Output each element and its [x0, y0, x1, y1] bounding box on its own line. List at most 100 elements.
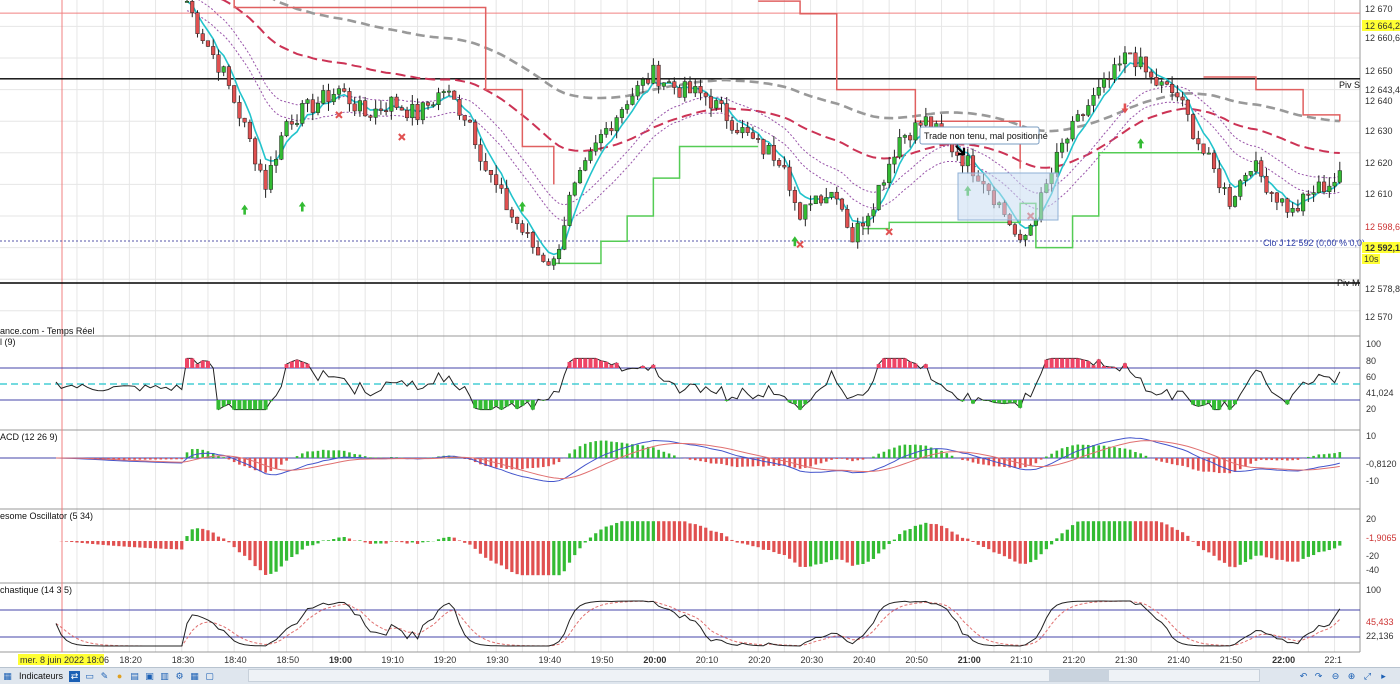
timer-badge-bg: [1362, 254, 1380, 264]
piv-m-label: Piv M: [1337, 278, 1360, 288]
exit-cross-icon: [335, 111, 343, 119]
time-tick-label: 20:00: [643, 655, 666, 665]
ao-tick: 20: [1366, 514, 1376, 524]
candle: [771, 145, 776, 161]
next-icon[interactable]: ▸: [1381, 670, 1386, 681]
redo-icon[interactable]: ↷: [1314, 670, 1323, 681]
lock-icon[interactable]: ▢: [205, 670, 214, 681]
candle: [284, 121, 289, 137]
ao-axis: 20 -1,9065 -20 -40: [1366, 514, 1397, 575]
chart-canvas[interactable]: Trade non tenu, mal positionné ance.com …: [0, 0, 1400, 667]
save-icon[interactable]: ▣: [145, 670, 154, 681]
trailing-stop-red: [758, 0, 1021, 169]
candle: [1243, 175, 1248, 181]
undo-icon[interactable]: ↶: [1299, 670, 1308, 681]
candle: [1227, 187, 1232, 207]
trailing-stop-green: [553, 145, 759, 265]
candle: [1201, 143, 1206, 154]
price-axis[interactable]: 12 670 12 664,2 12 660,6 12 650 12 643,4…: [1362, 4, 1400, 322]
candle: [310, 99, 315, 113]
trade-annotation[interactable]: Trade non tenu, mal positionné: [919, 126, 1059, 221]
candle: [1248, 171, 1253, 176]
candle: [1222, 187, 1227, 189]
chat-icon[interactable]: ▭: [85, 670, 94, 681]
candle: [593, 142, 598, 152]
candle: [1023, 234, 1028, 241]
candle: [1206, 152, 1211, 155]
candle: [368, 115, 373, 118]
rsi-tick: 100: [1366, 339, 1381, 349]
candle: [1327, 185, 1332, 193]
candle: [871, 209, 876, 217]
settings-icon[interactable]: ⚙: [175, 670, 184, 681]
candle: [1086, 105, 1091, 116]
candle: [415, 104, 420, 121]
candle: [808, 203, 813, 206]
candlestick-series[interactable]: [184, 0, 1342, 270]
candle: [352, 103, 357, 112]
candle: [1070, 120, 1075, 140]
candle: [798, 202, 803, 220]
time-tick-label: 21:10: [1010, 655, 1033, 665]
zoom-in-icon[interactable]: ⊕: [1347, 670, 1356, 681]
time-tick-label: 20:50: [905, 655, 928, 665]
candle: [1060, 142, 1065, 153]
candle: [965, 155, 970, 167]
candle: [583, 160, 588, 171]
candle: [630, 95, 635, 105]
grid-icon[interactable]: ▦: [190, 670, 199, 681]
candle: [221, 66, 226, 73]
candle: [829, 191, 834, 198]
drawing-icon[interactable]: ✎: [100, 670, 109, 681]
candle: [913, 122, 918, 141]
price-tick: 12 650: [1365, 66, 1393, 76]
ma-grey-dashed: [272, 0, 1340, 133]
price-tick: 12 578,8: [1365, 284, 1400, 294]
stoch-label: chastique (14 3 5): [0, 585, 72, 595]
time-axis[interactable]: mer. 8 juin 2022 18:06 18:20 18:30 18:40 18…: [18, 654, 1342, 665]
candle: [1306, 193, 1311, 196]
candle: [687, 81, 693, 94]
time-scrollbar[interactable]: [248, 669, 1260, 682]
candle: [1211, 152, 1217, 169]
time-tick-label: 18:50: [277, 655, 300, 665]
candle: [389, 96, 394, 112]
candle: [200, 33, 205, 41]
fit-icon[interactable]: ⤢: [1363, 670, 1372, 681]
candle: [1091, 94, 1096, 106]
candle: [1065, 138, 1070, 144]
buy-arrow-icon: [518, 201, 526, 212]
scrollbar-thumb[interactable]: [1049, 670, 1109, 681]
candle: [818, 195, 824, 204]
indicators-button[interactable]: Indicateurs: [15, 669, 67, 683]
calendar-icon[interactable]: ▦: [3, 670, 12, 681]
candle: [211, 46, 216, 55]
ao-tick: -20: [1366, 551, 1379, 561]
candle: [918, 122, 923, 126]
candle: [625, 104, 630, 110]
color-icon[interactable]: ●: [116, 671, 123, 681]
sell-arrow-icon: [1121, 103, 1129, 114]
candle: [1028, 225, 1033, 236]
candle: [331, 94, 336, 103]
time-tick-label: 20:10: [696, 655, 719, 665]
share-icon[interactable]: ⇄: [69, 670, 81, 682]
candle: [541, 254, 546, 262]
layers-icon[interactable]: ▤: [130, 670, 139, 681]
candle: [315, 103, 321, 113]
candle: [787, 166, 792, 191]
zoom-out-icon[interactable]: ⊖: [1331, 670, 1340, 681]
candle: [205, 40, 211, 47]
trailing-stop-red: [233, 0, 555, 185]
candle: [719, 100, 724, 104]
timer-badge: 10s: [1364, 254, 1379, 264]
time-tick-label: 18:30: [172, 655, 195, 665]
time-tick-label: 18:20: [119, 655, 142, 665]
time-tick-label: 20:40: [853, 655, 876, 665]
candle: [363, 100, 368, 117]
current-price-badge: 12 592,1: [1365, 243, 1400, 253]
candle: [268, 165, 273, 190]
candle: [279, 135, 284, 160]
candle: [1196, 138, 1201, 145]
print-icon[interactable]: ▥: [160, 670, 169, 681]
